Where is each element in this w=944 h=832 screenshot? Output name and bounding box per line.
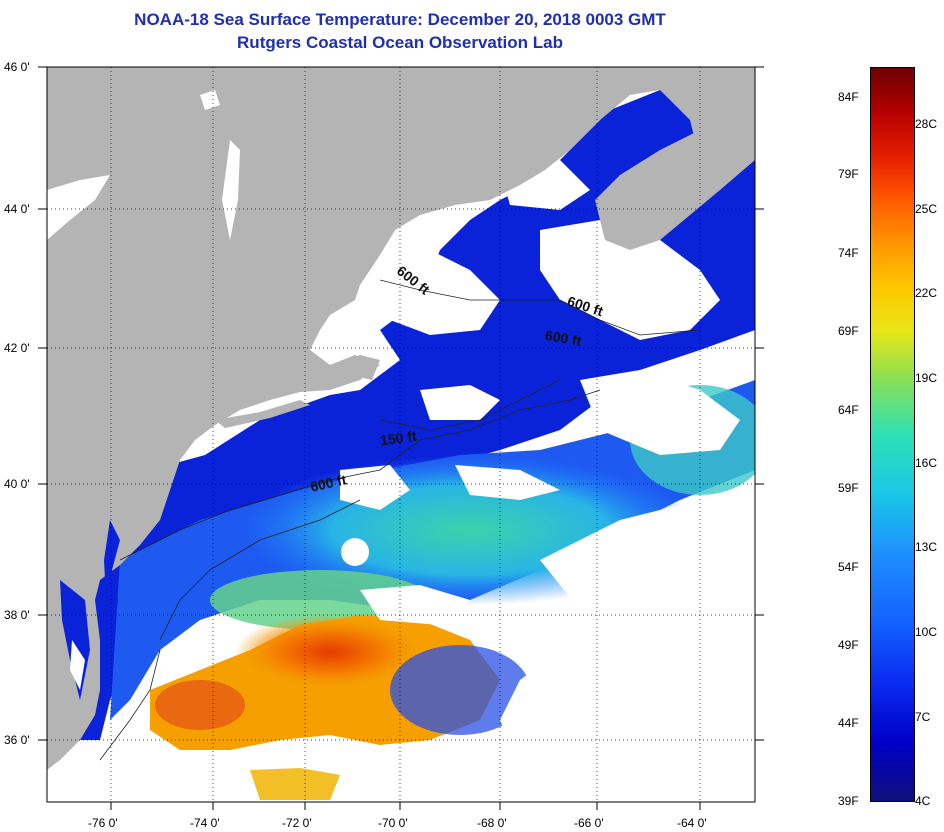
lon-label: -64 0' <box>677 816 707 830</box>
isobaths <box>99 279 701 761</box>
colorbar-c-label: 19C <box>915 371 938 385</box>
lon-label: -76 0' <box>88 816 118 830</box>
colorbar-c-label: 22C <box>915 286 938 300</box>
warm-core <box>235 614 425 690</box>
colorbar-f-label: 44F <box>838 716 859 730</box>
lat-label: 36 0' <box>4 733 30 747</box>
lon-label: -74 0' <box>190 816 220 830</box>
colorbar-c-label: 4C <box>915 794 931 808</box>
map-subtitle: Rutgers Coastal Ocean Observation Lab <box>237 33 563 52</box>
temperature-colorbar <box>870 67 915 802</box>
colorbar-f-label: 79F <box>838 167 859 181</box>
colorbar-c-label: 25C <box>915 202 938 216</box>
colorbar-f-label: 54F <box>838 560 859 574</box>
colorbar-c-label: 10C <box>915 625 938 639</box>
graticule <box>47 67 755 802</box>
lon-label: -66 0' <box>574 816 604 830</box>
colorbar-c-label: 13C <box>915 540 938 554</box>
colorbar-c-label: 7C <box>915 710 931 724</box>
land-nova-scotia <box>595 100 755 250</box>
lat-label: 38 0' <box>4 608 30 622</box>
map-title: NOAA-18 Sea Surface Temperature: Decembe… <box>134 10 666 29</box>
colorbar-f-label: 49F <box>838 638 859 652</box>
colorbar-f-label: 69F <box>838 324 859 338</box>
colorbar-f-label: 84F <box>838 90 859 104</box>
land-mainland <box>47 67 755 770</box>
colorbar-f-label: 39F <box>838 794 859 808</box>
land-long-island <box>215 400 310 428</box>
colorbar-f-label: 59F <box>838 481 859 495</box>
lat-label: 42 0' <box>4 341 30 355</box>
lon-label: -70 0' <box>378 816 408 830</box>
colorbar-c-label: 16C <box>915 456 938 470</box>
lat-label: 46 0' <box>4 60 30 74</box>
plot-frame <box>46 66 756 803</box>
eddy <box>390 645 530 735</box>
lon-label: -72 0' <box>282 816 312 830</box>
lat-label: 40 0' <box>4 477 30 491</box>
colorbar-f-label: 74F <box>838 246 859 260</box>
lat-label: 44 0' <box>4 202 30 216</box>
colorbar-f-label: 64F <box>838 403 859 417</box>
lon-label: -68 0' <box>477 816 507 830</box>
colorbar-c-label: 28C <box>915 117 938 131</box>
